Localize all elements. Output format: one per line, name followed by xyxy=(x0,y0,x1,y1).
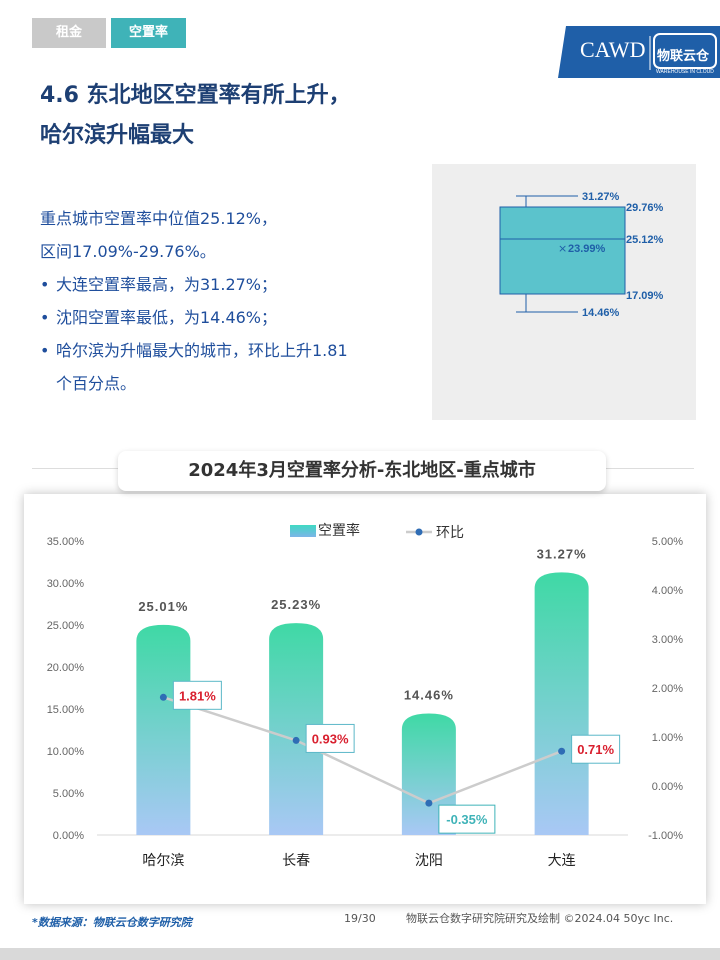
boxplot-svg: × 31.27% 29.76% 25.12% 23.99% 17.09% 14.… xyxy=(499,191,664,319)
left-axis-tick-label: 35.00% xyxy=(47,536,85,548)
boxplot-q1-label: 17.09% xyxy=(626,290,664,302)
mom-change-point xyxy=(425,799,433,807)
summary-line-1: 重点城市空置率中位值25.12%， xyxy=(40,209,278,228)
legend-line-marker xyxy=(415,528,423,536)
bar-2 xyxy=(401,713,456,835)
left-axis-tick-label: 15.00% xyxy=(47,704,85,716)
mom-label-box xyxy=(438,804,496,834)
boxplot-box xyxy=(499,206,626,295)
svg-text:CAWD: CAWD xyxy=(580,37,645,62)
mom-label-box xyxy=(172,680,222,710)
mom-label-box xyxy=(305,723,355,753)
right-axis-tick-label: 4.00% xyxy=(652,585,683,597)
boxplot-q3-label: 29.76% xyxy=(626,202,664,214)
left-axis-tick-label: 25.00% xyxy=(47,620,85,632)
x-axis-category-label: 长春 xyxy=(282,853,310,869)
summary-bullet: • 大连空置率最高，为31.27%； xyxy=(40,268,420,301)
page-number: 19/30 xyxy=(344,912,376,925)
boxplot-mean-marker: × xyxy=(558,242,567,255)
right-axis-tick-label: 2.00% xyxy=(652,683,683,695)
bar-value-label: 31.27% xyxy=(537,546,587,561)
x-axis-category-label: 哈尔滨 xyxy=(142,853,184,869)
summary-bullet: • 沈阳空置率最低，为14.46%； xyxy=(40,301,420,334)
mom-label-box xyxy=(571,734,621,764)
bar-value-label: 25.01% xyxy=(138,599,188,614)
left-axis-tick-label: 30.00% xyxy=(47,578,85,590)
heading-line-2: 哈尔滨升幅最大 xyxy=(40,123,195,148)
tab-vacancy-rate[interactable]: 空置率 xyxy=(111,18,186,48)
legend-bar-label: 空置率 xyxy=(318,522,360,539)
tab-rent[interactable]: 租金 xyxy=(32,18,106,48)
bar-0 xyxy=(136,624,191,835)
x-axis-category-label: 沈阳 xyxy=(415,853,443,869)
bullet-dot-icon: • xyxy=(40,275,50,294)
bullet-text: 沈阳空置率最低，为14.46%； xyxy=(56,308,278,327)
mom-value-label: 0.93% xyxy=(312,731,349,746)
bottom-bar xyxy=(0,948,720,960)
svg-text:WAREHOUSE IN CLOUD: WAREHOUSE IN CLOUD xyxy=(656,69,714,75)
svg-text:物联云仓: 物联云仓 xyxy=(657,48,710,64)
copyright-credit: 物联云仓数字研究院研究及绘制 ©2024.04 50yc Inc. xyxy=(406,912,674,925)
boxplot-max-label: 31.27% xyxy=(582,191,620,203)
mom-value-label: 1.81% xyxy=(179,688,216,703)
data-source: *数据来源：物联云仓数字研究院 xyxy=(32,916,192,929)
mom-change-line xyxy=(162,696,563,805)
chart-title: 2024年3月空置率分析-东北地区-重点城市 xyxy=(118,451,606,491)
page-heading: 4.6 东北地区空置率有所上升， 哈尔滨升幅最大 xyxy=(40,76,351,156)
boxplot-panel: × 31.27% 29.76% 25.12% 23.99% 17.09% 14.… xyxy=(432,164,696,420)
mom-change-point xyxy=(558,747,566,755)
cawd-logo: CAWD 物联云仓 WAREHOUSE IN CLOUD xyxy=(558,26,720,78)
legend-line-label: 环比 xyxy=(436,525,464,541)
bullet-dot-icon: • xyxy=(40,308,50,327)
summary-line-2: 区间17.09%-29.76%。 xyxy=(40,242,216,261)
boxplot-mean-label: 23.99% xyxy=(568,243,606,255)
left-axis-tick-label: 0.00% xyxy=(53,830,84,842)
right-axis-tick-label: 1.00% xyxy=(652,732,683,744)
right-axis-tick-label: 5.00% xyxy=(652,536,683,548)
summary-bullet: • 哈尔滨为升幅最大的城市，环比上升1.81 个百分点。 xyxy=(40,334,420,400)
right-axis-tick-label: 3.00% xyxy=(652,634,683,646)
left-axis-tick-label: 5.00% xyxy=(53,788,84,800)
bullet-text-continued: 个百分点。 xyxy=(56,374,137,393)
right-axis-tick-label: -1.00% xyxy=(648,830,683,842)
right-axis-tick-label: 0.00% xyxy=(652,781,683,793)
boxplot-min-label: 14.46% xyxy=(582,307,620,319)
bar-value-label: 25.23% xyxy=(271,597,321,612)
heading-line-1: 4.6 东北地区空置率有所上升， xyxy=(40,83,351,108)
boxplot-median-label: 25.12% xyxy=(626,234,664,246)
bullet-text: 哈尔滨为升幅最大的城市，环比上升1.81 xyxy=(56,341,348,360)
mom-change-point xyxy=(292,736,300,744)
left-axis-tick-label: 20.00% xyxy=(47,662,85,674)
bar-1 xyxy=(269,623,324,835)
mom-value-label: 0.71% xyxy=(577,742,614,757)
summary-text: 重点城市空置率中位值25.12%， 区间17.09%-29.76%。 • 大连空… xyxy=(40,202,420,400)
left-axis-tick-label: 10.00% xyxy=(47,746,85,758)
mom-change-point xyxy=(159,693,167,701)
bar-3 xyxy=(534,572,589,835)
x-axis-category-label: 大连 xyxy=(548,853,576,869)
bar-value-label: 14.46% xyxy=(404,688,454,703)
legend-bar-swatch xyxy=(290,525,316,537)
mom-value-label: -0.35% xyxy=(446,812,488,827)
bullet-text: 大连空置率最高，为31.27%； xyxy=(56,275,278,294)
bullet-dot-icon: • xyxy=(40,341,50,360)
